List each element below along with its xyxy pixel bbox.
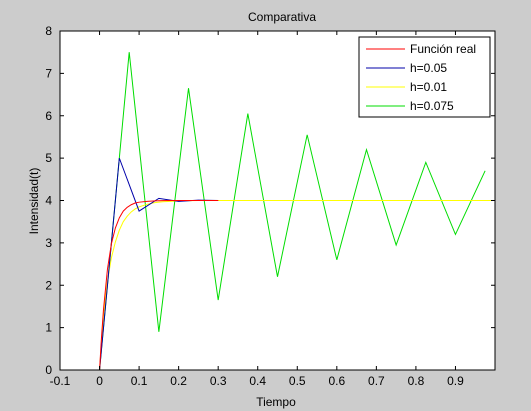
- legend-label: Función real: [410, 42, 476, 56]
- legend-label: h=0.05: [410, 61, 447, 75]
- series-line-0: [99, 52, 486, 371]
- legend: Función real h=0.05 h=0.01 h=0.075: [358, 36, 491, 118]
- legend-label: h=0.075: [410, 99, 454, 113]
- x-tick-label: 0.3: [210, 374, 227, 388]
- x-axis-label: Tiempo: [256, 395, 296, 409]
- y-tick-label: 1: [45, 321, 52, 335]
- x-axis: -0.1 0 0.1 0.2 0.3 0.4 0.5 0.6 0.7 0.8 0.9: [50, 31, 464, 388]
- x-tick-label: 0.8: [408, 374, 425, 388]
- x-tick-label: 0.1: [131, 374, 148, 388]
- x-tick-label: 0.2: [170, 374, 187, 388]
- x-tick-label: 0: [96, 374, 103, 388]
- x-tick-label: 0.7: [368, 374, 385, 388]
- y-tick-label: 6: [45, 109, 52, 123]
- y-tick-label: 5: [45, 151, 52, 165]
- series-layer: [99, 52, 492, 371]
- y-axis-label: Intensidad(t): [27, 168, 41, 235]
- x-tick-label: 0.9: [447, 374, 464, 388]
- chart-title: Comparativa: [248, 10, 316, 24]
- y-tick-label: 3: [45, 236, 52, 250]
- x-tick-label: 0.6: [328, 374, 345, 388]
- x-tick-label: 0.4: [249, 374, 266, 388]
- series-line-1: [99, 200, 492, 371]
- x-tick-label: 0.5: [289, 374, 306, 388]
- y-tick-label: 0: [45, 363, 52, 377]
- legend-label: h=0.01: [410, 80, 447, 94]
- y-tick-label: 4: [45, 194, 52, 208]
- y-tick-label: 2: [45, 278, 52, 292]
- y-axis: 0 1 2 3 4 5 6 7 8: [45, 24, 495, 377]
- legend-box: [358, 36, 491, 118]
- x-tick-label: -0.1: [50, 374, 71, 388]
- series-line-3: [99, 200, 219, 371]
- y-tick-label: 8: [45, 24, 52, 38]
- y-tick-label: 7: [45, 66, 52, 80]
